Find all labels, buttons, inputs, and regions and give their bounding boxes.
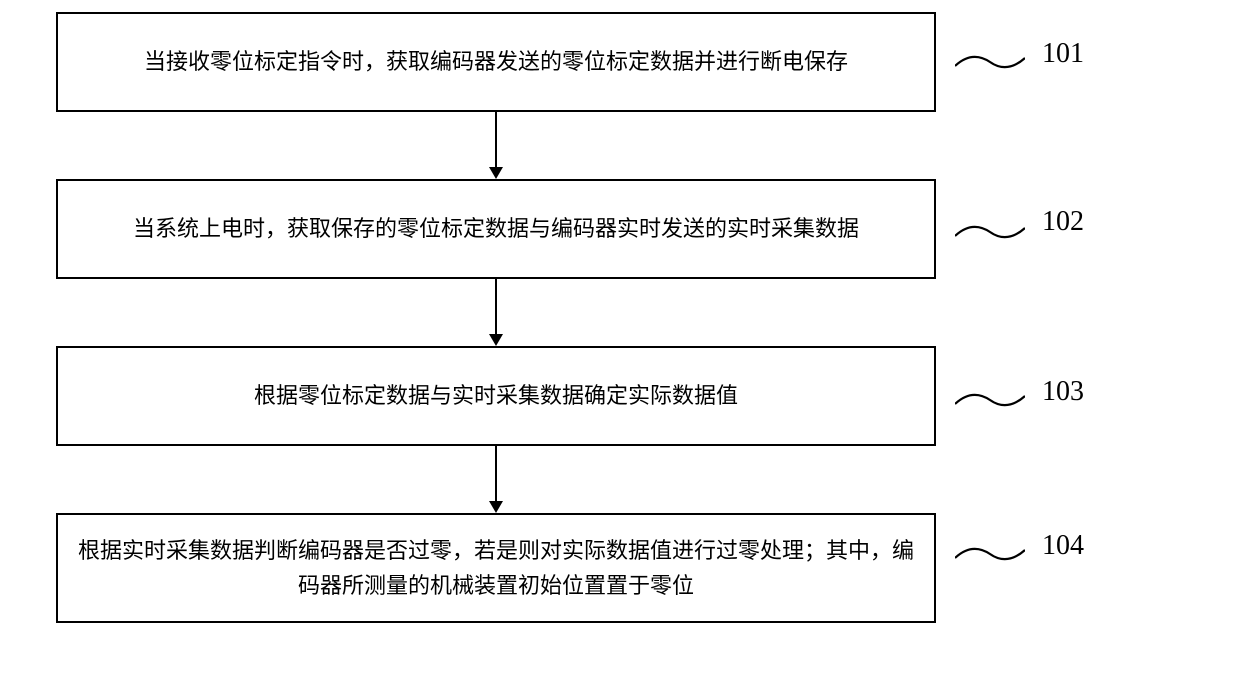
step-box-104: 根据实时采集数据判断编码器是否过零，若是则对实际数据值进行过零处理；其中，编码器…: [56, 513, 936, 623]
step-text: 当系统上电时，获取保存的零位标定数据与编码器实时发送的实时采集数据: [133, 211, 859, 246]
step-label-102: 102: [1042, 206, 1084, 238]
step-label-103: 103: [1042, 376, 1084, 408]
connector: [495, 112, 497, 167]
step-box-101: 当接收零位标定指令时，获取编码器发送的零位标定数据并进行断电保存: [56, 12, 936, 112]
arrow-icon: [489, 501, 503, 513]
arrow-icon: [489, 334, 503, 346]
step-text: 当接收零位标定指令时，获取编码器发送的零位标定数据并进行断电保存: [144, 44, 848, 79]
connector: [495, 446, 497, 501]
tilde-connector-icon: [955, 52, 1025, 72]
step-box-103: 根据零位标定数据与实时采集数据确定实际数据值: [56, 346, 936, 446]
step-label-104: 104: [1042, 530, 1084, 562]
arrow-icon: [489, 167, 503, 179]
flowchart-container: 当接收零位标定指令时，获取编码器发送的零位标定数据并进行断电保存 当系统上电时，…: [56, 12, 936, 623]
step-text: 根据零位标定数据与实时采集数据确定实际数据值: [254, 378, 738, 413]
tilde-connector-icon: [955, 222, 1025, 242]
tilde-connector-icon: [955, 390, 1025, 410]
connector: [495, 279, 497, 334]
step-text: 根据实时采集数据判断编码器是否过零，若是则对实际数据值进行过零处理；其中，编码器…: [78, 533, 914, 603]
step-label-101: 101: [1042, 38, 1084, 70]
step-box-102: 当系统上电时，获取保存的零位标定数据与编码器实时发送的实时采集数据: [56, 179, 936, 279]
tilde-connector-icon: [955, 544, 1025, 564]
